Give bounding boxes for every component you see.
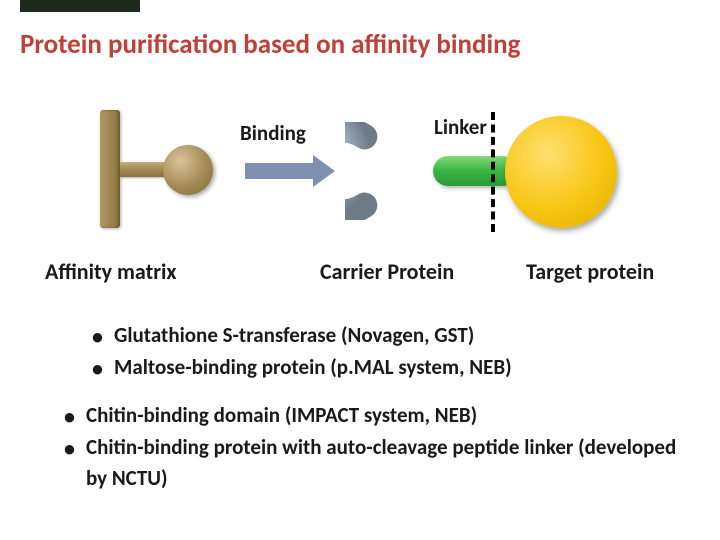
matrix-column <box>100 110 120 228</box>
cleavage-dashed-line <box>491 112 495 232</box>
binding-arrow-shaft <box>245 163 315 179</box>
list-item: Chitin-binding protein with auto-cleavag… <box>64 432 684 495</box>
list-item: Maltose-binding protein (p.MAL system, N… <box>92 352 652 384</box>
label-linker: Linker <box>434 114 487 140</box>
binding-arrow-head <box>313 155 335 187</box>
label-target-protein: Target protein <box>526 258 654 285</box>
matrix-ligand-ball <box>163 145 213 195</box>
list-item: Glutathione S-transferase (Novagen, GST) <box>92 320 652 352</box>
carrier-protein-ring <box>345 122 443 220</box>
target-protein-disc <box>505 116 617 228</box>
page-title: Protein purification based on affinity b… <box>20 28 520 61</box>
accent-bar <box>20 0 140 12</box>
list-item: Chitin-binding domain (IMPACT system, NE… <box>64 400 684 432</box>
affinity-diagram: Binding Linker Affinity matrix Carrier P… <box>0 100 720 290</box>
bullet-group-2: Chitin-binding domain (IMPACT system, NE… <box>64 400 684 495</box>
label-affinity-matrix: Affinity matrix <box>45 258 215 285</box>
label-carrier-protein: Carrier Protein <box>320 258 454 285</box>
bullet-group-1: Glutathione S-transferase (Novagen, GST)… <box>92 320 652 383</box>
label-binding: Binding <box>240 120 306 146</box>
